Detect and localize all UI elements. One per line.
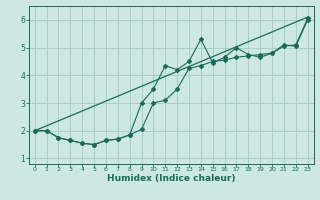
X-axis label: Humidex (Indice chaleur): Humidex (Indice chaleur) [107, 174, 236, 183]
